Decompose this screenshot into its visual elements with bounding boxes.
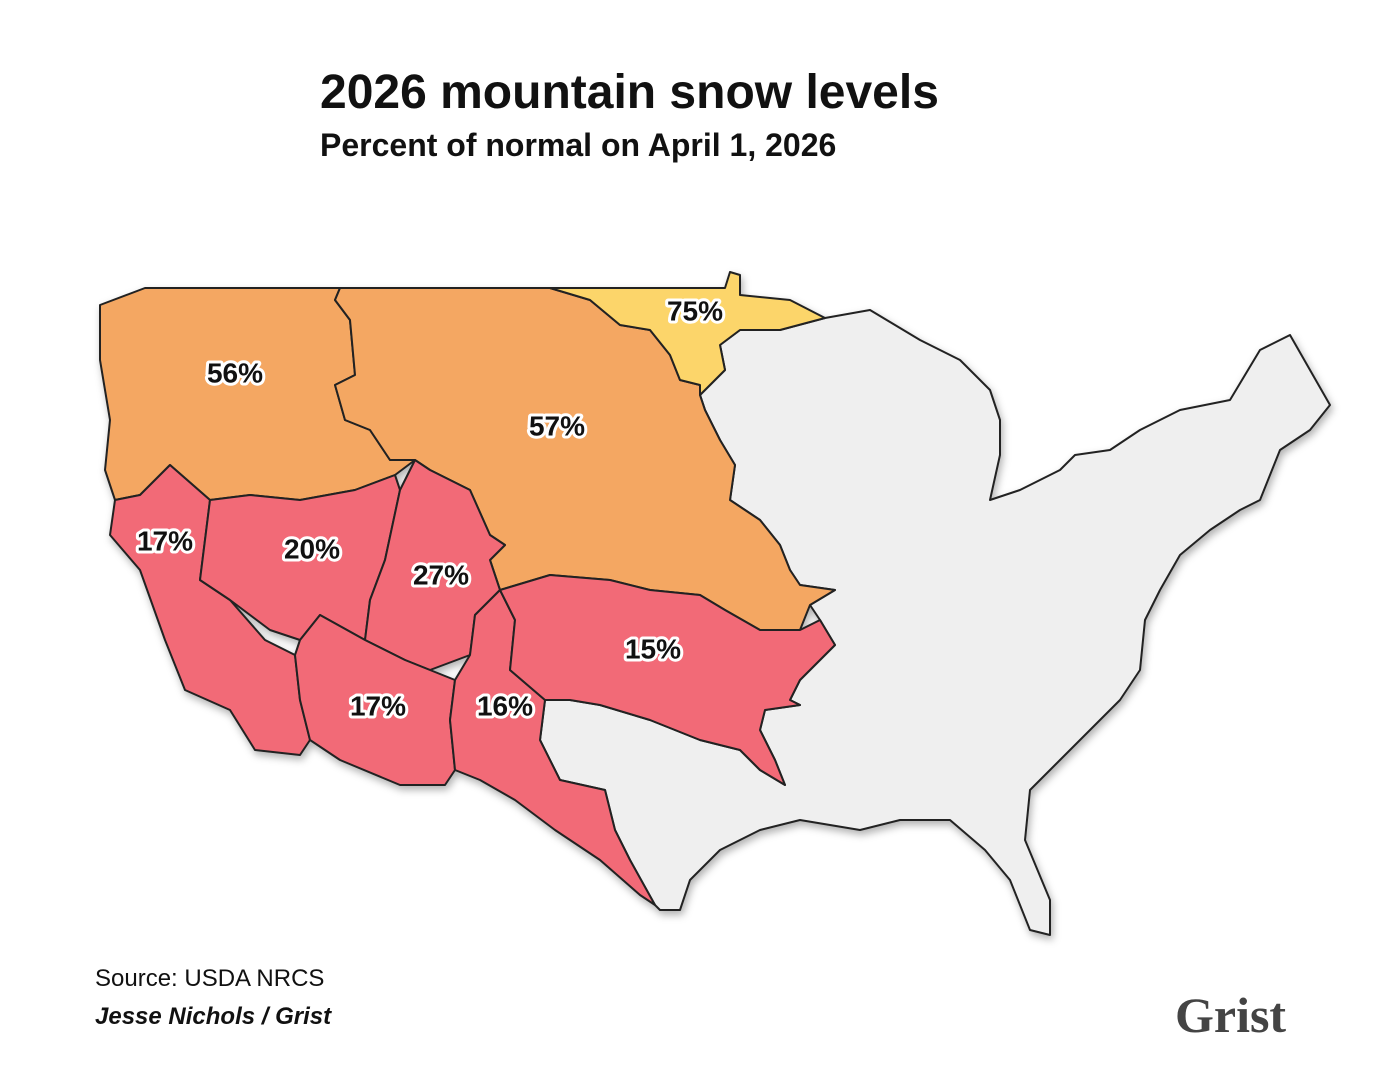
map	[99, 271, 1331, 936]
region-label: 57%	[529, 410, 585, 441]
subtitle: Percent of normal on April 1, 2026	[320, 127, 836, 163]
logo: Grist	[1175, 987, 1286, 1043]
source: Source: USDA NRCS	[95, 965, 324, 992]
region-label: 56%	[207, 357, 263, 388]
region-label: 15%	[625, 633, 681, 664]
region-label: 17%	[350, 690, 406, 721]
title: 2026 mountain snow levels	[320, 66, 939, 119]
region-label: 20%	[284, 533, 340, 564]
region	[449, 589, 656, 906]
region-label: 16%	[477, 690, 533, 721]
region	[549, 271, 826, 396]
region-label: 75%	[667, 295, 723, 326]
region-label: 27%	[413, 559, 469, 590]
region-label: 17%	[137, 525, 193, 556]
credit: Jesse Nichols / Grist	[95, 1003, 332, 1030]
region	[499, 574, 836, 786]
